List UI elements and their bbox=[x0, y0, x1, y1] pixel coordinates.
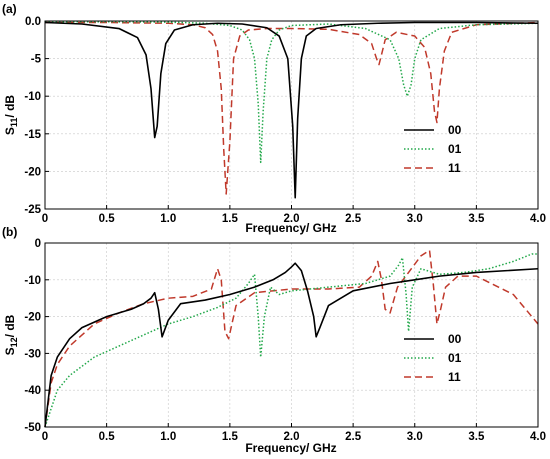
panel-b-ytick-label: -30 bbox=[24, 348, 41, 360]
panel-b-xtick-label: 2.0 bbox=[284, 431, 300, 443]
panel-b-legend: 00 01 11 bbox=[404, 332, 462, 384]
panel-b-ylabel: S12/ dB bbox=[3, 314, 19, 355]
panel-b-ticks: 0 0.5 1.0 1.5 2.0 2.5 3.0 3.5 4.0 0 -10 -20 -30 -40 -5… bbox=[24, 238, 546, 443]
panel-a-ylabel-rest: / dB bbox=[3, 95, 17, 118]
panel-b-grid bbox=[45, 243, 538, 427]
panel-a-ytick-label: -5 bbox=[31, 54, 42, 66]
panel-a-xtick-label: 2.5 bbox=[345, 213, 362, 225]
panel-a-label: (a) bbox=[2, 2, 17, 16]
panel-a: 0 0.5 1.0 1.5 2.0 2.5 3.0 3.5 4.0 0.0 -5 -10 -15 -20 -… bbox=[2, 2, 546, 235]
panel-a-ytick-label: 0.0 bbox=[25, 16, 41, 28]
panel-b-ylabel-sub: 12 bbox=[9, 337, 19, 347]
panel-b-label: (b) bbox=[2, 225, 17, 239]
panel-a-ytick-label: -25 bbox=[24, 204, 41, 216]
panel-a-series bbox=[44, 21, 539, 199]
panel-b-xtick-label: 2.5 bbox=[345, 431, 362, 443]
panel-a-ylabel-sub: 11 bbox=[9, 118, 19, 128]
panel-a-ytick-label: -20 bbox=[24, 166, 41, 178]
panel-b-xtick-label: 3.5 bbox=[468, 431, 485, 443]
panel-a-ytick-label: -10 bbox=[24, 91, 41, 103]
panel-a-legend-label-01: 01 bbox=[448, 142, 462, 156]
panel-a-ticks: 0 0.5 1.0 1.5 2.0 2.5 3.0 3.5 4.0 0.0 -5 -10 -15 -20 -… bbox=[24, 16, 546, 225]
panel-a-legend-label-11: 11 bbox=[448, 161, 461, 175]
panel-a-xlabel: Frequency/ GHz bbox=[245, 221, 336, 235]
panel-b: 0 0.5 1.0 1.5 2.0 2.5 3.0 3.5 4.0 0 -10 -20 -30 -40 -5… bbox=[2, 225, 546, 455]
panel-b-xlabel: Frequency/ GHz bbox=[245, 441, 336, 455]
panel-a-xtick-label: 4.0 bbox=[530, 213, 546, 225]
panel-b-series-00-line bbox=[44, 262, 539, 428]
panel-a-xtick-label: 3.0 bbox=[407, 213, 423, 225]
panel-a-legend-label-00: 00 bbox=[448, 123, 462, 137]
panel-b-xtick-label: 1.5 bbox=[222, 431, 239, 443]
panel-a-series-01-line bbox=[45, 21, 539, 164]
panel-a-xtick-label: 0.5 bbox=[99, 213, 116, 225]
panel-a-xtick-label: 1.5 bbox=[222, 213, 239, 225]
panel-b-series bbox=[44, 249, 539, 428]
panel-b-xtick-label: 0.5 bbox=[99, 431, 116, 443]
panel-a-xtick-label: 1.0 bbox=[160, 213, 176, 225]
panel-a-series-00-line bbox=[44, 21, 539, 199]
panel-a-ylabel: S11/ dB bbox=[3, 95, 19, 136]
panel-b-ylabel-main: S bbox=[3, 347, 17, 355]
panel-b-xtick-label: 1.0 bbox=[160, 431, 176, 443]
panel-b-ytick-label: -20 bbox=[24, 312, 41, 324]
panel-b-series-01-line bbox=[44, 253, 538, 428]
panel-a-ytick-label: -15 bbox=[24, 129, 41, 141]
panel-a-xtick-label: 0 bbox=[42, 213, 48, 225]
panel-a-series-11-line bbox=[45, 21, 539, 195]
panel-a-ylabel-main: S bbox=[3, 127, 17, 135]
panel-b-xtick-label: 3.0 bbox=[407, 431, 423, 443]
panel-a-xtick-label: 3.5 bbox=[468, 213, 485, 225]
panel-b-ylabel-rest: / dB bbox=[3, 314, 17, 337]
panel-b-xtick-label: 4.0 bbox=[530, 431, 546, 443]
panel-b-legend-label-01: 01 bbox=[448, 351, 462, 365]
panel-b-legend-label-11: 11 bbox=[448, 370, 461, 384]
panel-b-ytick-label: -50 bbox=[24, 422, 41, 434]
panel-b-ytick-label: -40 bbox=[24, 385, 41, 397]
panel-b-legend-label-00: 00 bbox=[448, 332, 462, 346]
panel-b-ytick-label: -10 bbox=[24, 275, 41, 287]
panel-a-xtick-label: 2.0 bbox=[284, 213, 300, 225]
panel-b-ytick-label: 0 bbox=[35, 238, 41, 250]
panel-a-legend: 00 01 11 bbox=[404, 123, 462, 175]
panel-b-xtick-label: 0 bbox=[42, 431, 48, 443]
panel-a-grid bbox=[45, 21, 538, 209]
